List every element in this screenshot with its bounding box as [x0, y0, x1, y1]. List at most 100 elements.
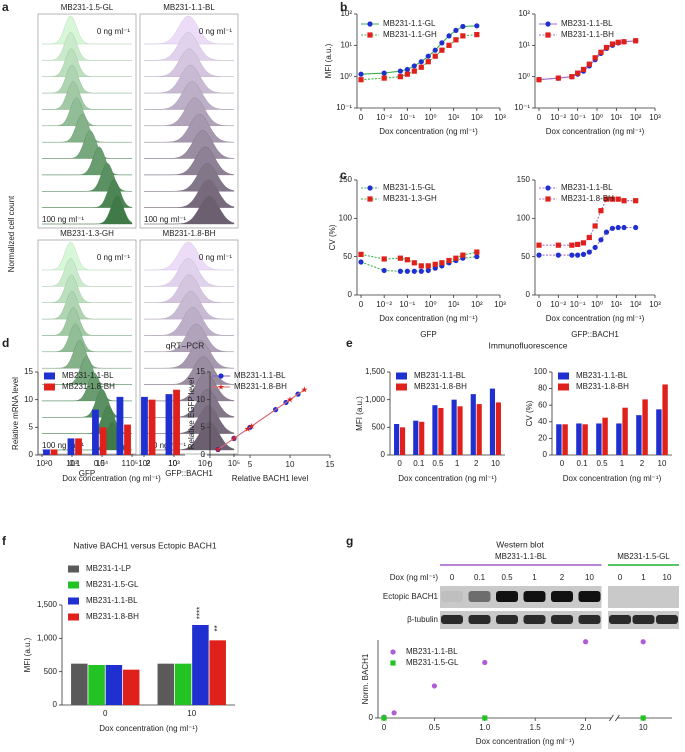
- x-tick-label: 10¹: [611, 113, 623, 122]
- y-tick-label: 10⁻¹: [514, 103, 530, 112]
- panel-letter: e: [346, 336, 353, 350]
- row-label: Ectopic BACH1: [383, 592, 439, 601]
- y-tick-label: 1,000: [37, 633, 58, 642]
- x-tick-label: 0: [382, 723, 387, 732]
- blot-strip: [608, 586, 679, 608]
- x-tick-label: 10²: [36, 459, 48, 468]
- x-tick-label: 10⁴: [96, 459, 109, 468]
- panel-letter: d: [2, 336, 9, 350]
- histogram: [144, 274, 234, 303]
- group-label: MB231-1.1-BL: [495, 552, 547, 561]
- legend-label: MB231-1.5-GL: [86, 580, 139, 589]
- y-tick-label: 100: [517, 213, 531, 222]
- bar: [209, 640, 226, 705]
- marker: [286, 396, 294, 403]
- legend-marker: [367, 21, 373, 27]
- histogram: [42, 274, 132, 303]
- bar: [602, 417, 608, 455]
- lane-label: 0: [618, 573, 623, 582]
- marker: [381, 267, 387, 274]
- marker: [555, 75, 561, 81]
- y-tick-label: 1,500: [37, 600, 58, 609]
- bar: [399, 427, 406, 455]
- chart-title: Immunofluorescence: [489, 340, 568, 350]
- band: [551, 591, 573, 602]
- marker: [592, 244, 598, 251]
- x-axis-label: Dox concentration (ng ml⁻¹): [398, 474, 497, 483]
- legend-swatch: [44, 372, 55, 380]
- y-tick-label: 0: [369, 713, 374, 722]
- y-tick-label: 0: [543, 450, 548, 459]
- y-tick-label: 0: [348, 290, 353, 299]
- band: [441, 615, 463, 624]
- legend-swatch: [558, 383, 569, 391]
- y-axis-label: Relative mRNA level: [11, 377, 20, 450]
- bar: [71, 663, 88, 705]
- y-tick-label: 0: [29, 450, 34, 459]
- y-tick-label: 150: [517, 175, 531, 184]
- x-tick-label: 10⁵: [228, 459, 240, 468]
- panel-letter: b: [340, 0, 347, 14]
- lane-label: 1: [532, 573, 537, 582]
- band: [656, 615, 678, 624]
- x-axis-label: GFP: [79, 469, 95, 478]
- bar: [43, 449, 50, 455]
- legend-swatch: [396, 372, 407, 380]
- marker: [411, 68, 417, 74]
- bottom-label: 100 ng ml⁻¹: [144, 215, 186, 224]
- bar: [122, 669, 140, 705]
- bar: [165, 394, 173, 455]
- x-tick-label: 10⁰: [591, 113, 603, 122]
- marker: [460, 252, 466, 258]
- subpanel-title: MB231-1.3-GH: [60, 229, 114, 238]
- subpanel-title: MB231-1.1-BL: [163, 3, 215, 12]
- histogram: [144, 241, 234, 271]
- legend-label: MB231-1.1-BL: [561, 19, 613, 28]
- legend-label: MB231-1.1-BL: [234, 371, 286, 380]
- bar: [148, 399, 156, 455]
- lane-label: 10: [585, 573, 594, 582]
- histogram: [144, 130, 235, 159]
- bar: [489, 388, 496, 455]
- marker: [603, 196, 610, 202]
- x-tick-label: 10: [286, 460, 295, 469]
- band: [523, 615, 546, 624]
- marker: [569, 242, 575, 248]
- marker: [453, 255, 459, 261]
- x-tick-label: 0: [359, 300, 364, 309]
- x-tick-label: 10: [168, 459, 177, 468]
- marker: [358, 77, 364, 83]
- panel-letter: c: [340, 168, 347, 182]
- legend-marker: [390, 649, 396, 655]
- bar: [88, 665, 105, 705]
- histogram: [144, 290, 234, 320]
- lane-label: 0: [450, 573, 455, 582]
- legend-marker: [545, 196, 551, 202]
- y-tick-label: 1,500: [365, 367, 386, 376]
- marker: [621, 224, 627, 231]
- x-axis-label: GFP::BACH1: [165, 469, 213, 478]
- x-tick-label: 1: [620, 459, 625, 468]
- y-axis-label: MFI (a.u.): [355, 396, 364, 431]
- y-tick-label: 10¹: [340, 40, 352, 49]
- bar: [192, 625, 209, 705]
- marker: [575, 252, 581, 258]
- legend-swatch: [558, 372, 569, 380]
- subpanel-title: MB231-1.5-GL: [61, 3, 114, 12]
- legend-label: MB231-1.1-BL: [406, 647, 458, 656]
- y-tick-label: 10: [24, 395, 33, 404]
- lane-label: 2: [560, 573, 565, 582]
- y-tick-label: 0: [381, 450, 386, 459]
- bar: [157, 663, 175, 705]
- histogram: [42, 97, 132, 126]
- legend-marker: [367, 196, 373, 202]
- marker: [439, 40, 445, 46]
- x-tick-label: 0.5: [94, 459, 106, 468]
- y-tick-label: 500: [372, 422, 386, 431]
- histogram: [144, 97, 234, 126]
- marker: [592, 223, 598, 229]
- bar: [116, 396, 124, 455]
- top-label: 0 ng ml⁻¹: [199, 253, 232, 262]
- histogram: [144, 307, 234, 336]
- y-tick-label: 10: [196, 395, 205, 404]
